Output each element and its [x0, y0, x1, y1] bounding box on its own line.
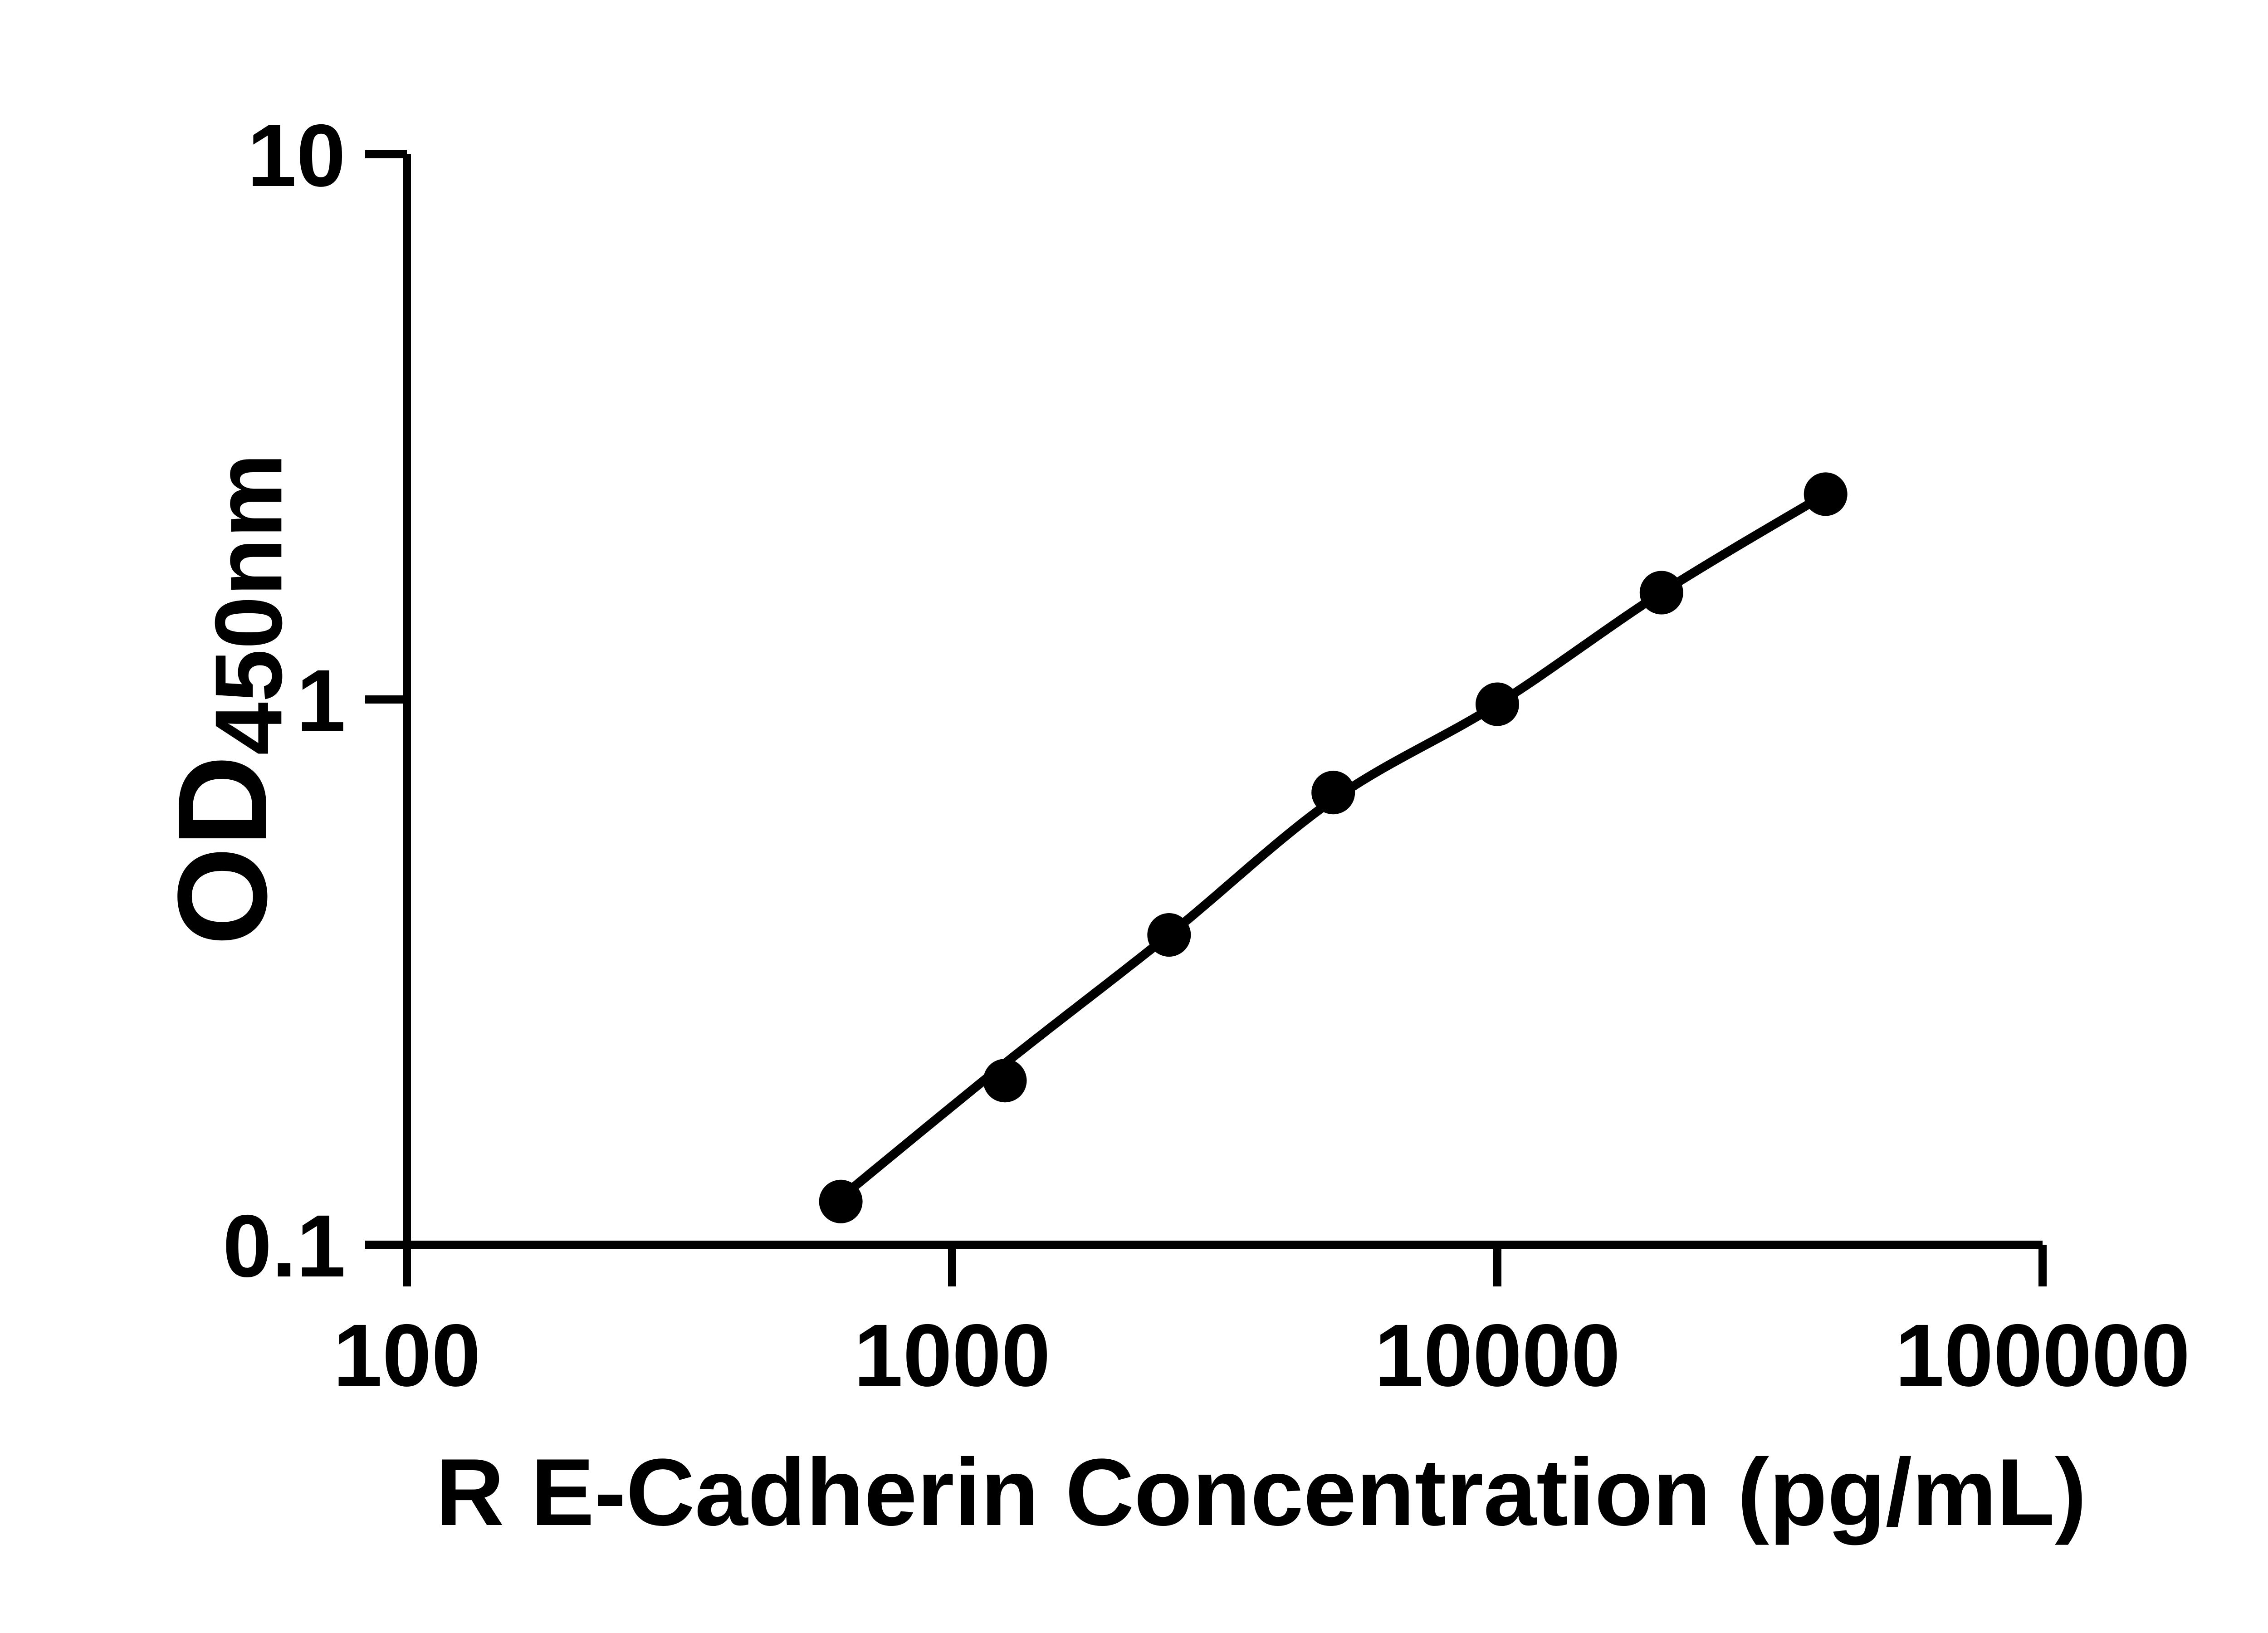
- data-point: [1639, 571, 1683, 615]
- data-point: [1476, 682, 1519, 726]
- x-axis-ticks: [403, 1245, 2047, 1286]
- data-points: [819, 472, 1848, 1223]
- x-tick-label: 100000: [1895, 1306, 2190, 1405]
- data-point: [819, 1179, 863, 1223]
- x-axis-title: R E-Cadherin Concentration (pg/mL): [435, 1437, 2087, 1547]
- data-point: [1804, 472, 1848, 516]
- y-axis-title-subscript: 450nm: [195, 453, 302, 755]
- x-tick-label: 10000: [1374, 1306, 1620, 1405]
- x-tick-label: 1000: [854, 1306, 1051, 1405]
- y-tick-label: 0.1: [223, 1197, 346, 1296]
- x-tick-label: 100: [333, 1306, 480, 1405]
- x-axis-tick-labels: 100 1000 10000 100000: [333, 1306, 2190, 1405]
- data-point: [1311, 771, 1355, 815]
- y-axis-tick-labels: 0.1 1 10: [223, 106, 346, 1296]
- data-point: [1147, 913, 1191, 957]
- y-axis-title-text: OD: [152, 755, 293, 946]
- y-tick-label: 1: [297, 651, 346, 750]
- y-tick-label: 10: [247, 106, 346, 205]
- y-axis-ticks: [365, 150, 407, 1249]
- y-axis-title: OD450nm: [150, 453, 304, 945]
- data-point: [983, 1059, 1027, 1103]
- x-axis-title-text: R E-Cadherin Concentration (pg/mL): [435, 1439, 2087, 1545]
